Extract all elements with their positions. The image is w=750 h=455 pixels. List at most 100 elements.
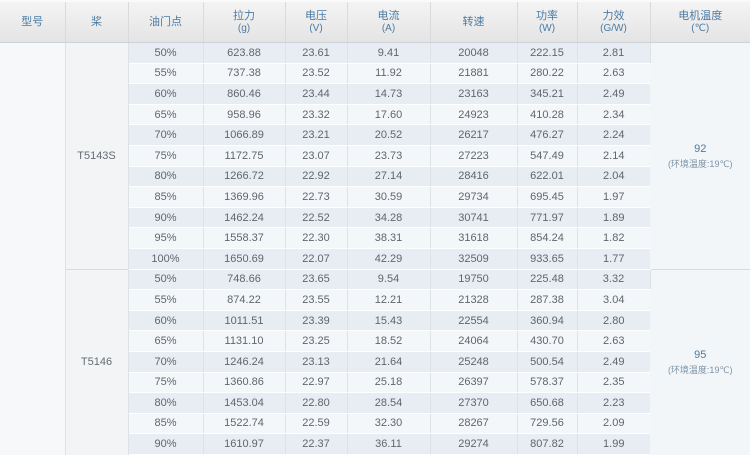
efficiency-cell: 1.97 [577,186,650,208]
thrust-cell: 1453.04 [203,392,286,414]
current-cell: 28.54 [347,392,431,414]
thrust-cell: 1522.74 [203,413,286,435]
efficiency-cell: 2.14 [577,145,650,167]
throttle-cell: 65% [128,330,204,352]
rpm-cell: 23163 [430,83,518,105]
table-row: 100% 1650.69 22.07 42.29 32509 933.65 1.77 [0,248,750,270]
voltage-cell: 23.55 [285,289,348,311]
power-cell: 622.01 [517,166,578,188]
rpm-cell: 21881 [430,63,518,85]
voltage-cell: 22.37 [285,433,348,455]
power-cell: 280.22 [517,63,578,85]
rpm-cell: 29274 [430,433,518,455]
propeller-cell: T5143S [65,42,129,270]
power-cell: 695.45 [517,186,578,208]
current-cell: 9.54 [347,268,431,291]
efficiency-cell: 1.77 [577,248,650,270]
power-cell: 287.38 [517,289,578,311]
model-cell [0,42,66,455]
voltage-cell: 22.07 [285,248,348,270]
power-cell: 854.24 [517,227,578,249]
efficiency-cell: 2.23 [577,392,650,414]
table-row: 85% 1522.74 22.59 32.30 28267 729.56 2.09 [0,413,750,435]
thrust-cell: 1610.97 [203,433,286,455]
header-thrust: 拉力 (g) [203,0,286,43]
voltage-cell: 23.65 [285,268,348,291]
voltage-cell: 23.25 [285,330,348,352]
table-row: 65% 1131.10 23.25 18.52 24064 430.70 2.63 [0,330,750,352]
power-cell: 345.21 [517,83,578,105]
voltage-cell: 22.73 [285,186,348,208]
header-throttle: 油门点 [128,0,204,43]
rpm-cell: 25248 [430,351,518,373]
header-unit-temperature: (℃) [691,22,710,34]
table-row: 80% 1453.04 22.80 28.54 27370 650.68 2.23 [0,392,750,414]
voltage-cell: 23.39 [285,310,348,332]
power-cell: 771.97 [517,207,578,229]
header-label-propeller: 桨 [91,15,102,28]
header-power: 功率 (W) [517,0,578,43]
header-voltage: 电压 (V) [285,0,348,43]
throttle-cell: 80% [128,166,204,188]
current-cell: 9.41 [347,42,431,64]
ambient-temperature-note: (环境温度:19℃) [667,365,733,376]
thrust-cell: 1360.86 [203,372,286,394]
current-cell: 25.18 [347,372,431,394]
header-unit-efficiency: (G/W) [600,22,627,34]
table-row: 80% 1266.72 22.92 27.14 28416 622.01 2.04 [0,166,750,188]
header-unit-voltage: (V) [309,22,323,34]
temperature-value: 95 [694,349,707,362]
thrust-cell: 1266.72 [203,166,286,188]
throttle-cell: 100% [128,248,204,270]
voltage-cell: 22.59 [285,413,348,435]
current-cell: 30.59 [347,186,431,208]
voltage-cell: 23.07 [285,145,348,167]
current-cell: 42.29 [347,248,431,270]
table-row: 60% 1011.51 23.39 15.43 22554 360.94 2.80 [0,310,750,332]
thrust-cell: 1131.10 [203,330,286,352]
rpm-cell: 28267 [430,413,518,435]
header-label-voltage: 电压 [305,9,327,22]
header-unit-current: (A) [381,22,396,34]
propeller-cell: T5146 [65,268,129,455]
efficiency-cell: 2.09 [577,413,650,435]
throttle-cell: 90% [128,207,204,229]
thrust-cell: 1172.75 [203,145,286,167]
throttle-cell: 75% [128,145,204,167]
efficiency-cell: 2.81 [577,42,651,64]
power-cell: 410.28 [517,104,578,126]
table-row: 55% 874.22 23.55 12.21 21328 287.38 3.04 [0,289,750,311]
throttle-cell: 85% [128,186,204,208]
header-label-temperature: 电机温度 [678,9,723,22]
efficiency-cell: 2.35 [577,372,650,394]
current-cell: 12.21 [347,289,431,311]
power-cell: 547.49 [517,145,578,167]
current-cell: 27.14 [347,166,431,188]
thrust-cell: 1462.24 [203,207,286,229]
current-cell: 34.28 [347,207,431,229]
current-cell: 14.73 [347,83,431,105]
rpm-cell: 28416 [430,166,518,188]
voltage-cell: 23.21 [285,124,348,146]
throttle-cell: 50% [128,268,204,291]
table-row: 70% 1066.89 23.21 20.52 26217 476.27 2.24 [0,124,750,146]
throttle-cell: 70% [128,351,204,373]
throttle-cell: 65% [128,104,204,126]
table-row: 70% 1246.24 23.13 21.64 25248 500.54 2.49 [0,351,750,373]
header-label-rpm: 转速 [462,15,485,28]
rpm-cell: 26397 [430,372,518,394]
voltage-cell: 22.30 [285,227,348,249]
table-row: 75% 1172.75 23.07 23.73 27223 547.49 2.14 [0,145,750,167]
throttle-cell: 60% [128,310,204,332]
header-row: 型号桨油门点 拉力 (g) 电压 (V) 电流 (A) 转速 功率 (W) 力效 (G/W) 电机温度(… [0,0,750,43]
efficiency-cell: 2.49 [577,351,650,373]
power-cell: 430.70 [517,330,578,352]
header-unit-power: (W) [538,22,556,34]
efficiency-cell: 2.34 [577,104,650,126]
throttle-cell: 95% [128,227,204,249]
efficiency-cell: 2.04 [577,166,650,188]
thrust-cell: 860.46 [203,83,286,105]
thrust-cell: 737.38 [203,63,286,85]
header-label-power: 功率 [536,9,558,22]
thrust-cell: 1558.37 [203,227,286,249]
